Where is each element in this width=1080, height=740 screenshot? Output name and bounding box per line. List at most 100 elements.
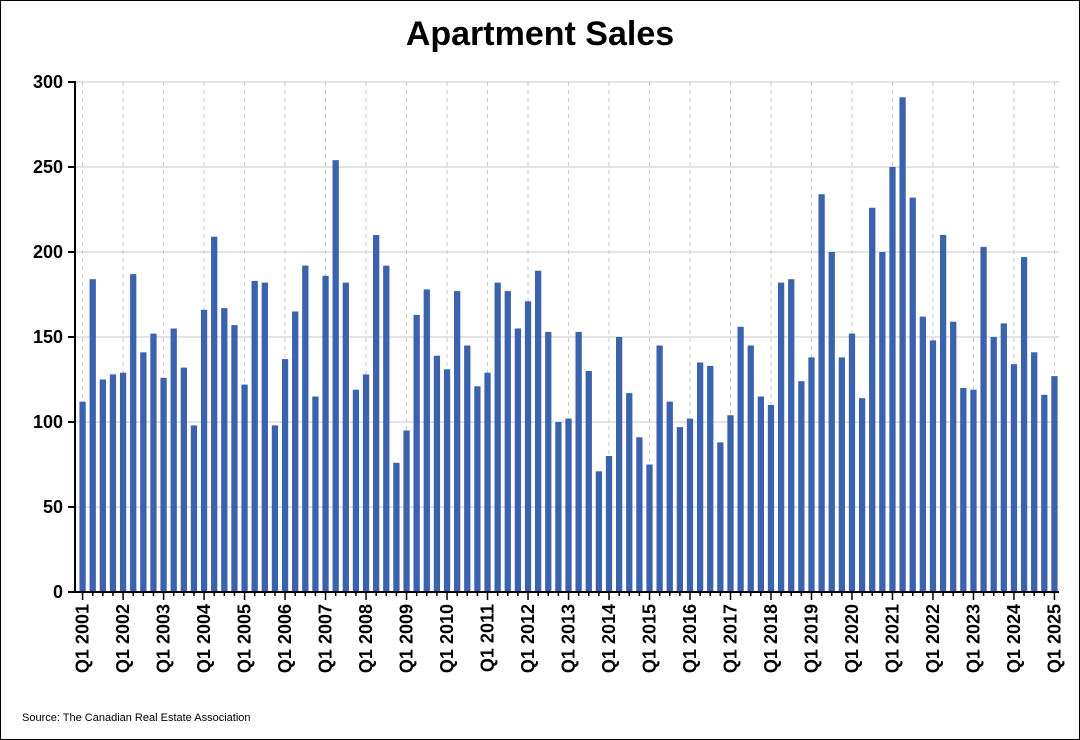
y-tick-label: 250 [33, 157, 63, 177]
bar [443, 369, 451, 592]
x-tick-label: Q1 2020 [842, 604, 862, 673]
bar [676, 427, 684, 592]
bar [130, 274, 137, 592]
bar [332, 160, 339, 592]
bar [656, 345, 663, 592]
bar [575, 331, 582, 592]
bar [605, 456, 613, 592]
bar [413, 314, 420, 592]
x-tick-label: Q1 2004 [194, 604, 214, 673]
bar [707, 365, 714, 592]
bar [666, 401, 673, 592]
bar [889, 167, 896, 592]
bar [200, 309, 208, 592]
bar [990, 337, 997, 592]
bar [484, 372, 491, 592]
bar [970, 389, 977, 592]
x-tick-label: Q1 2014 [599, 604, 619, 673]
bar [342, 282, 349, 592]
bar [777, 282, 785, 592]
bar [1051, 376, 1058, 592]
x-tick-label: Q1 2018 [761, 604, 781, 673]
bar [899, 97, 906, 593]
bar [322, 275, 329, 592]
bar [433, 355, 441, 592]
bar [160, 377, 167, 592]
bar [524, 301, 532, 592]
bar [190, 425, 198, 592]
x-tick-label: Q1 2013 [559, 604, 579, 673]
bar [808, 357, 815, 592]
x-tick-label: Q1 2010 [437, 604, 457, 673]
bar [757, 396, 765, 592]
bar [615, 337, 623, 592]
y-tick-label: 150 [33, 327, 63, 347]
bar [474, 386, 481, 592]
x-tick-label: Q1 2012 [518, 604, 538, 673]
chart-title: Apartment Sales [405, 15, 675, 53]
bar [292, 311, 299, 592]
bar [848, 333, 856, 592]
bar [454, 291, 461, 592]
bar [241, 384, 248, 592]
bar [727, 415, 734, 592]
x-tick-label: Q1 2001 [73, 604, 93, 673]
bar [281, 359, 289, 592]
bar [1031, 352, 1038, 592]
x-tick-label: Q1 2019 [801, 604, 821, 673]
bar [211, 236, 218, 592]
bar [504, 291, 511, 592]
bar [646, 464, 653, 592]
x-tick-label: Q1 2008 [356, 604, 376, 673]
bar [302, 265, 309, 592]
bar [231, 325, 238, 592]
bar [362, 374, 370, 592]
bar [929, 340, 937, 592]
y-tick-label: 100 [33, 412, 63, 432]
x-tick-label: Q1 2003 [154, 604, 174, 673]
bar [221, 308, 228, 592]
bar [170, 328, 177, 592]
x-tick-label: Q1 2006 [275, 604, 295, 673]
bar [352, 389, 360, 592]
bar [180, 367, 187, 592]
y-tick-label: 300 [33, 72, 63, 92]
bar [393, 462, 400, 592]
bar [140, 352, 147, 592]
bar [1020, 257, 1028, 592]
bar [980, 246, 987, 592]
x-tick-label: Q1 2007 [316, 604, 336, 673]
bar [737, 326, 744, 592]
bar [828, 252, 835, 592]
bar [636, 437, 643, 592]
x-tick-label: Q1 2009 [397, 604, 417, 673]
bar [545, 331, 552, 592]
bar [1000, 323, 1007, 592]
bar [909, 197, 916, 592]
bar [99, 379, 106, 592]
x-tick-label: Q1 2025 [1044, 604, 1064, 673]
bar [767, 405, 775, 592]
x-tick-label: Q1 2023 [963, 604, 983, 673]
bar [595, 471, 603, 592]
y-tick-label: 50 [43, 497, 63, 517]
bar [514, 328, 522, 592]
bar [150, 333, 157, 592]
bar [696, 362, 704, 592]
bar [1010, 364, 1018, 592]
bar [555, 422, 562, 592]
bar [818, 194, 825, 592]
x-tick-label: Q1 2022 [923, 604, 943, 673]
bar [89, 279, 96, 592]
x-tick-label: Q1 2016 [680, 604, 700, 673]
bar [858, 398, 866, 592]
bar [535, 270, 542, 592]
bar [312, 396, 319, 592]
bar [261, 282, 268, 592]
bar [788, 279, 795, 592]
bar [626, 393, 633, 592]
x-tick-label: Q1 2017 [720, 604, 740, 673]
bar [79, 401, 86, 592]
x-tick-label: Q1 2011 [478, 604, 498, 672]
